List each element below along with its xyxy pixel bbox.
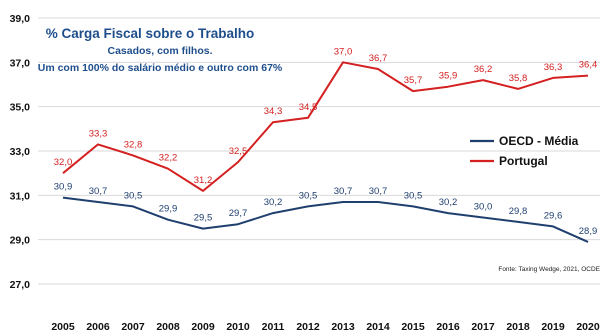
y-tick-label: 39,0 xyxy=(10,13,31,25)
data-label: 30,5 xyxy=(124,190,143,201)
legend: OECD - Média Portugal xyxy=(470,134,579,168)
data-label: 29,9 xyxy=(159,204,178,215)
legend-label-portugal: Portugal xyxy=(499,154,548,168)
x-tick-label: 2006 xyxy=(86,321,110,333)
chart-subtitle-1: Casados, com filhos. xyxy=(107,45,212,57)
data-label: 35,9 xyxy=(439,71,458,82)
series-layer: 30,9 30,7 30,5 29,9 29,5 29,7 30,2 30,5 30,7 30,7… xyxy=(54,46,598,243)
y-tick-label: 33,0 xyxy=(10,146,31,158)
data-label: 30,0 xyxy=(474,202,493,213)
y-tick-label: 37,0 xyxy=(10,57,31,69)
data-label: 29,7 xyxy=(229,208,248,219)
grid xyxy=(38,17,600,285)
data-label: 32,5 xyxy=(229,146,248,157)
x-axis-ticks: 2005 2006 2007 2008 2009 2010 2011 2012 2013 2014… xyxy=(51,321,600,333)
series-line-portugal xyxy=(62,61,589,192)
data-label: 32,8 xyxy=(124,139,143,150)
legend-label-oecd: OECD - Média xyxy=(499,134,579,148)
data-label: 28,9 xyxy=(579,226,598,237)
data-label: 30,5 xyxy=(299,190,318,201)
data-label: 35,7 xyxy=(404,75,423,86)
data-label: 37,0 xyxy=(334,46,353,57)
data-label: 30,7 xyxy=(334,186,353,197)
x-tick-label: 2015 xyxy=(401,321,425,333)
data-label: 36,4 xyxy=(579,60,598,71)
data-label: 29,6 xyxy=(544,210,563,221)
chart-title: % Carga Fiscal sobre o Trabalho xyxy=(46,26,255,41)
x-tick-label: 2020 xyxy=(576,321,600,333)
data-label: 30,2 xyxy=(264,197,283,208)
data-label: 31,2 xyxy=(194,175,213,186)
x-tick-label: 2019 xyxy=(541,321,565,333)
chart-subtitle-2: Um com 100% do salário médio e outro com… xyxy=(38,62,283,74)
data-label: 30,9 xyxy=(54,182,73,193)
x-tick-label: 2013 xyxy=(331,321,355,333)
data-label: 32,2 xyxy=(159,153,178,164)
data-label: 29,8 xyxy=(509,206,528,217)
data-label: 35,8 xyxy=(509,73,528,84)
x-tick-label: 2011 xyxy=(262,321,285,333)
x-tick-label: 2016 xyxy=(436,321,460,333)
data-label: 36,2 xyxy=(474,64,493,75)
x-tick-label: 2018 xyxy=(506,321,530,333)
data-label: 36,7 xyxy=(369,53,388,64)
source-note: Fonte: Taxing Wedge, 2021, OCDE xyxy=(498,266,600,273)
data-label: 34,5 xyxy=(299,102,318,113)
data-label: 30,7 xyxy=(369,186,388,197)
y-tick-label: 35,0 xyxy=(10,102,31,114)
y-axis-ticks: 27,0 29,0 31,0 33,0 35,0 37,0 39,0 xyxy=(10,13,31,291)
data-label: 36,3 xyxy=(544,62,563,73)
data-label: 29,5 xyxy=(194,213,213,224)
y-tick-label: 31,0 xyxy=(10,190,31,202)
data-label: 34,3 xyxy=(264,106,283,117)
data-label: 32,0 xyxy=(54,157,73,168)
x-tick-label: 2017 xyxy=(471,321,495,333)
y-tick-label: 29,0 xyxy=(10,235,31,247)
data-label: 30,7 xyxy=(89,186,108,197)
data-label: 30,5 xyxy=(404,190,423,201)
x-tick-label: 2005 xyxy=(51,321,75,333)
y-tick-label: 27,0 xyxy=(10,279,31,291)
data-label: 33,3 xyxy=(89,128,108,139)
x-tick-label: 2008 xyxy=(156,321,180,333)
x-tick-label: 2012 xyxy=(296,321,320,333)
x-tick-label: 2009 xyxy=(191,321,215,333)
series-line-oecd xyxy=(62,196,589,243)
data-label: 30,2 xyxy=(439,197,458,208)
x-tick-label: 2007 xyxy=(121,321,145,333)
x-tick-label: 2010 xyxy=(226,321,250,333)
x-tick-label: 2014 xyxy=(366,321,390,333)
